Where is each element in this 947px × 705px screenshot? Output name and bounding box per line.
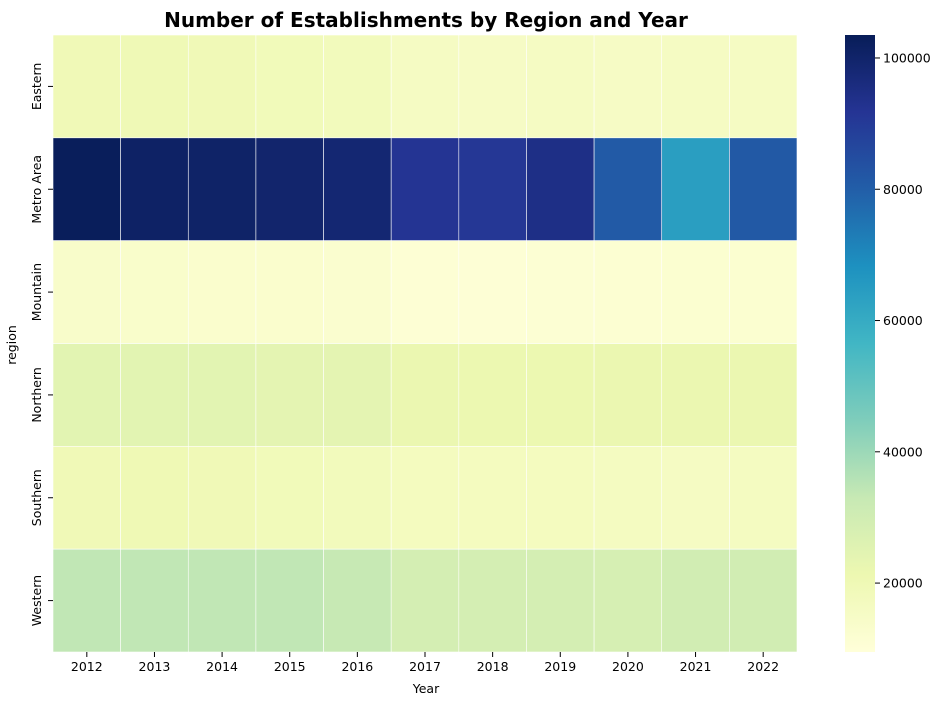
heatmap-cell xyxy=(458,548,527,653)
y-tick-label: Mountain xyxy=(29,263,44,321)
heatmap-cell xyxy=(255,548,324,653)
colorbar: 20000 40000 60000 80000 100000 xyxy=(845,35,931,652)
heatmap-cell xyxy=(526,446,595,550)
heatmap-cell xyxy=(187,240,257,344)
y-axis-ticks: Eastern Metro Area Mountain Northern Souther… xyxy=(29,63,53,626)
heatmap-cell xyxy=(661,446,730,550)
heatmap-cell xyxy=(120,446,189,550)
heatmap-cell xyxy=(52,240,121,344)
heatmap-cell xyxy=(120,240,189,344)
y-tick-label: Metro Area xyxy=(29,155,44,224)
colorbar-ticks: 20000 40000 60000 80000 100000 xyxy=(875,50,931,591)
y-tick-label: Western xyxy=(29,575,44,626)
heatmap-cell xyxy=(458,446,527,550)
x-tick-label: 2013 xyxy=(139,659,171,674)
heatmap-cell xyxy=(390,548,460,653)
x-tick-label: 2012 xyxy=(71,659,103,674)
x-tick-label: 2016 xyxy=(341,659,373,674)
heatmap-cell xyxy=(187,137,257,241)
heatmap-cell xyxy=(390,343,460,447)
heatmap-cell xyxy=(526,240,595,344)
heatmap-cell xyxy=(729,343,798,447)
heatmap-cell xyxy=(323,548,392,653)
colorbar-tick-label: 80000 xyxy=(883,182,923,197)
heatmap-cell xyxy=(661,137,730,241)
y-tick-label: Eastern xyxy=(29,63,44,111)
y-tick-label: Southern xyxy=(29,469,44,526)
heatmap-cell xyxy=(255,446,324,550)
x-axis-ticks: 2012 2013 2014 2015 2016 2017 2018 2019 2020 2021… xyxy=(71,652,779,674)
heatmap-cell xyxy=(593,343,663,447)
x-tick-label: 2017 xyxy=(409,659,441,674)
heatmap-cell xyxy=(390,446,460,550)
x-tick-label: 2021 xyxy=(680,659,712,674)
heatmap-cell xyxy=(390,240,460,344)
colorbar-gradient xyxy=(845,35,875,652)
heatmap-cell xyxy=(729,137,798,241)
heatmap-cell xyxy=(661,548,730,653)
heatmap-cell xyxy=(120,137,189,241)
x-tick-label: 2022 xyxy=(747,659,779,674)
heatmap-cell xyxy=(187,548,257,653)
heatmap-cell xyxy=(323,343,392,447)
heatmap-cell xyxy=(323,34,392,139)
heatmap-cell xyxy=(526,343,595,447)
chart-title: Number of Establishments by Region and Y… xyxy=(164,8,688,32)
colorbar-tick-label: 40000 xyxy=(883,444,923,459)
heatmap-cell xyxy=(52,446,121,550)
heatmap-cell xyxy=(729,34,798,139)
x-tick-label: 2018 xyxy=(477,659,509,674)
heatmap-cell xyxy=(458,343,527,447)
heatmap-cell xyxy=(661,34,730,139)
heatmap-cell xyxy=(661,240,730,344)
heatmap-cell xyxy=(593,137,663,241)
heatmap-cell xyxy=(255,34,324,139)
heatmap-cell xyxy=(593,34,663,139)
heatmap-cells xyxy=(52,34,798,653)
heatmap-cell xyxy=(120,34,189,139)
heatmap-cell xyxy=(52,343,121,447)
heatmap-cell xyxy=(729,240,798,344)
x-tick-label: 2014 xyxy=(206,659,238,674)
y-tick-label: Northern xyxy=(29,367,44,423)
heatmap-cell xyxy=(187,34,257,139)
heatmap-cell xyxy=(661,343,730,447)
heatmap-cell xyxy=(526,137,595,241)
heatmap-cell xyxy=(323,446,392,550)
heatmap-cell xyxy=(390,137,460,241)
colorbar-tick-label: 100000 xyxy=(883,50,931,65)
x-axis-label: Year xyxy=(412,681,440,696)
heatmap-cell xyxy=(187,446,257,550)
heatmap-cell xyxy=(390,34,460,139)
colorbar-tick-label: 20000 xyxy=(883,576,923,591)
heatmap-cell xyxy=(729,446,798,550)
heatmap-cell xyxy=(52,548,121,653)
heatmap-cell xyxy=(323,240,392,344)
heatmap-cell xyxy=(593,548,663,653)
heatmap-cell xyxy=(120,548,189,653)
heatmap-cell xyxy=(120,343,189,447)
heatmap-cell xyxy=(255,343,324,447)
heatmap-cell xyxy=(52,137,121,241)
heatmap-cell xyxy=(458,240,527,344)
heatmap-cell xyxy=(458,34,527,139)
heatmap-cell xyxy=(526,34,595,139)
colorbar-tick-label: 60000 xyxy=(883,313,923,328)
x-tick-label: 2019 xyxy=(544,659,576,674)
heatmap-cell xyxy=(255,240,324,344)
heatmap-cell xyxy=(458,137,527,241)
heatmap-cell xyxy=(526,548,595,653)
x-tick-label: 2015 xyxy=(274,659,306,674)
heatmap-cell xyxy=(255,137,324,241)
heatmap-cell xyxy=(323,137,392,241)
heatmap-cell xyxy=(52,34,121,139)
heatmap-cell xyxy=(593,240,663,344)
heatmap-cell xyxy=(593,446,663,550)
y-axis-label: region xyxy=(4,325,19,365)
heatmap-cell xyxy=(729,548,798,653)
heatmap-cell xyxy=(187,343,257,447)
x-tick-label: 2020 xyxy=(612,659,644,674)
